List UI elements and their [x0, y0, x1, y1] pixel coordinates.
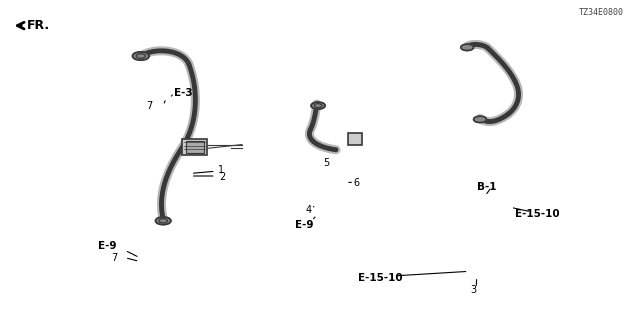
Circle shape	[311, 102, 325, 109]
Bar	[348, 133, 362, 145]
Text: 6: 6	[353, 178, 360, 188]
Text: E-9: E-9	[295, 220, 313, 230]
Text: E-3: E-3	[173, 88, 193, 98]
Text: 3: 3	[470, 284, 477, 295]
Circle shape	[132, 52, 149, 60]
Text: 7: 7	[111, 252, 117, 263]
Text: 2: 2	[220, 172, 226, 182]
Bar	[182, 139, 207, 155]
Text: E-15-10: E-15-10	[515, 209, 560, 220]
Text: 1: 1	[218, 164, 224, 175]
Text: TZ34E0800: TZ34E0800	[579, 8, 624, 17]
Text: E-9: E-9	[99, 241, 116, 251]
Text: 4: 4	[305, 204, 312, 215]
Text: 5: 5	[323, 157, 330, 168]
Circle shape	[461, 44, 474, 51]
Circle shape	[156, 217, 171, 225]
Text: FR.: FR.	[17, 19, 50, 32]
Text: 7: 7	[147, 101, 153, 111]
Bar	[186, 141, 204, 153]
Text: B-1: B-1	[477, 182, 496, 192]
Text: E-15-10: E-15-10	[358, 273, 403, 283]
Circle shape	[474, 116, 486, 123]
